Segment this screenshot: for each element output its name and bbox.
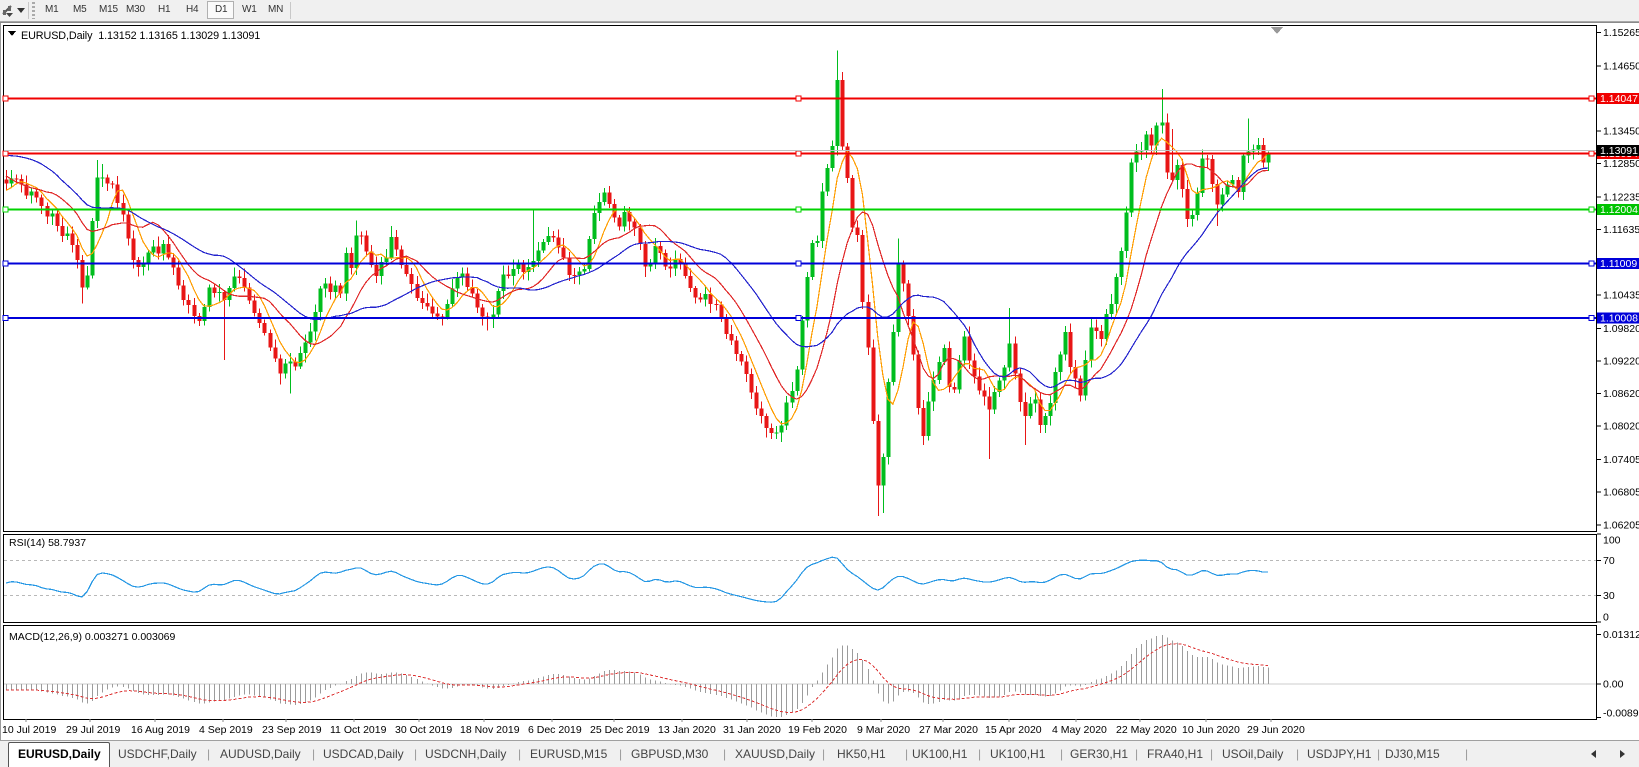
svg-text:1.11635: 1.11635 <box>1603 224 1639 236</box>
svg-text:30: 30 <box>1603 590 1615 602</box>
svg-text:18 Nov 2019: 18 Nov 2019 <box>460 724 520 736</box>
svg-text:1.09820: 1.09820 <box>1603 323 1639 335</box>
svg-text:1.13450: 1.13450 <box>1603 126 1639 138</box>
svg-text:29 Jul 2019: 29 Jul 2019 <box>66 724 120 736</box>
svg-text:30 Oct 2019: 30 Oct 2019 <box>395 724 452 736</box>
svg-text:100: 100 <box>1603 535 1621 547</box>
svg-text:23 Sep 2019: 23 Sep 2019 <box>262 724 322 736</box>
svg-text:1.08620: 1.08620 <box>1603 388 1639 400</box>
svg-text:1.10008: 1.10008 <box>1600 313 1638 325</box>
svg-text:25 Dec 2019: 25 Dec 2019 <box>590 724 650 736</box>
svg-text:31 Jan 2020: 31 Jan 2020 <box>723 724 781 736</box>
svg-text:10 Jul 2019: 10 Jul 2019 <box>2 724 56 736</box>
svg-text:1.12850: 1.12850 <box>1603 158 1639 170</box>
svg-text:1.11009: 1.11009 <box>1600 258 1637 270</box>
svg-text:10 Jun 2020: 10 Jun 2020 <box>1182 724 1240 736</box>
svg-text:22 May 2020: 22 May 2020 <box>1116 724 1177 736</box>
svg-text:6 Dec 2019: 6 Dec 2019 <box>528 724 582 736</box>
svg-text:9 Mar 2020: 9 Mar 2020 <box>857 724 910 736</box>
svg-text:0: 0 <box>1603 612 1609 624</box>
svg-text:RSI(14) 58.7937: RSI(14) 58.7937 <box>9 537 86 549</box>
svg-text:1.15265: 1.15265 <box>1603 27 1639 39</box>
svg-text:1.10435: 1.10435 <box>1603 289 1639 301</box>
svg-text:-0.008933: -0.008933 <box>1603 708 1639 720</box>
svg-text:11 Oct 2019: 11 Oct 2019 <box>330 724 387 736</box>
svg-text:0.013121: 0.013121 <box>1603 629 1639 641</box>
svg-text:1.08020: 1.08020 <box>1603 421 1639 433</box>
svg-text:1.06205: 1.06205 <box>1603 519 1639 531</box>
svg-text:13 Jan 2020: 13 Jan 2020 <box>658 724 716 736</box>
svg-text:16 Aug 2019: 16 Aug 2019 <box>131 724 190 736</box>
svg-text:15 Apr 2020: 15 Apr 2020 <box>985 724 1042 736</box>
svg-text:19 Feb 2020: 19 Feb 2020 <box>788 724 847 736</box>
svg-text:1.13091: 1.13091 <box>1600 145 1638 157</box>
svg-text:1.14650: 1.14650 <box>1603 60 1639 72</box>
svg-text:1.14047: 1.14047 <box>1600 93 1638 105</box>
svg-text:MACD(12,26,9) 0.003271 0.00306: MACD(12,26,9) 0.003271 0.003069 <box>9 631 176 643</box>
svg-text:1.07405: 1.07405 <box>1603 454 1639 466</box>
svg-text:70: 70 <box>1603 555 1615 567</box>
svg-text:4 Sep 2019: 4 Sep 2019 <box>199 724 253 736</box>
svg-text:1.12004: 1.12004 <box>1600 204 1638 216</box>
svg-text:EURUSD,Daily 1.13152 1.13165: EURUSD,Daily 1.13152 1.13165 1.13029 1.1… <box>21 30 260 42</box>
svg-text:27 Mar 2020: 27 Mar 2020 <box>919 724 978 736</box>
svg-text:0.00: 0.00 <box>1603 679 1624 691</box>
svg-text:29 Jun 2020: 29 Jun 2020 <box>1247 724 1305 736</box>
svg-text:1.06805: 1.06805 <box>1603 487 1639 499</box>
svg-text:4 May 2020: 4 May 2020 <box>1052 724 1107 736</box>
svg-text:1.09220: 1.09220 <box>1603 355 1639 367</box>
svg-text:1.12235: 1.12235 <box>1603 192 1639 204</box>
